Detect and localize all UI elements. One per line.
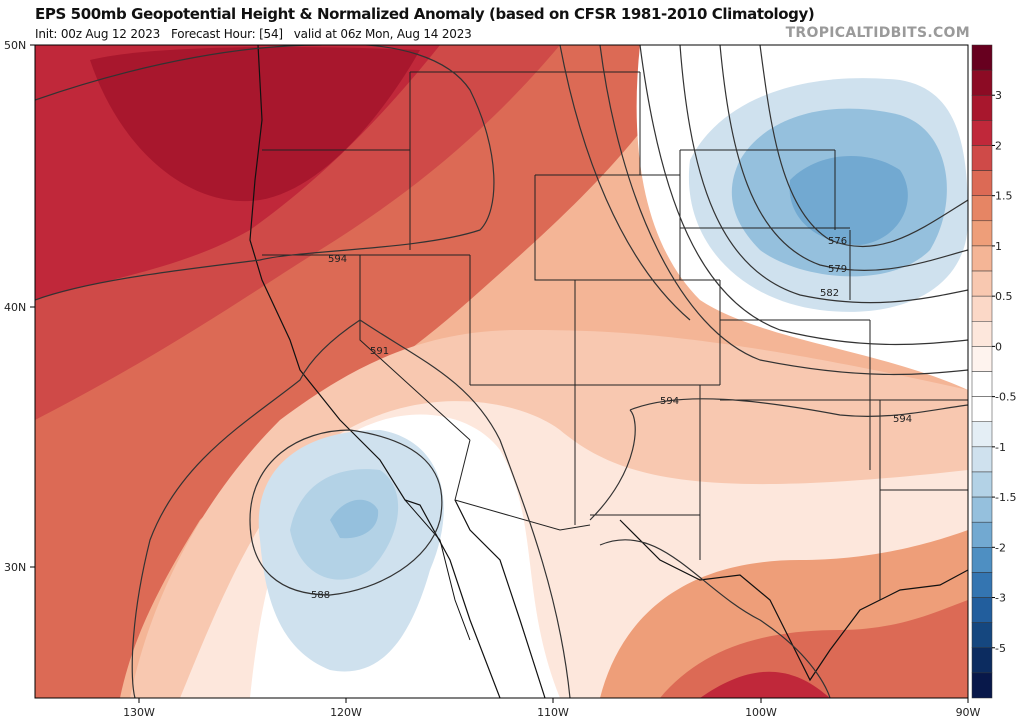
colorbar-swatch [971,496,993,523]
colorbar-label: 0 [995,340,1002,353]
map-frame [34,44,969,699]
map-title: EPS 500mb Geopotential Height & Normaliz… [35,5,815,23]
colorbar-label: -5 [995,642,1006,655]
colorbar-swatch [971,371,993,397]
colorbar-swatch [971,597,993,623]
contour-label: 594 [660,396,679,407]
lon-label: 120W [330,706,362,718]
contour-label: 594 [893,414,912,425]
lon-label: 100W [745,706,777,718]
colorbar-swatch [971,220,993,247]
colorbar-swatch [971,170,993,196]
colorbar-label: -3 [995,592,1006,605]
contour-label: 576 [828,236,847,247]
colorbar-swatch [971,471,993,498]
colorbar-swatch [971,446,993,473]
colorbar-swatch [971,145,993,171]
lat-label: 40N [4,301,26,314]
contour-label: 579 [828,264,847,275]
lon-label: 130W [123,706,155,718]
lat-label: 30N [4,561,26,574]
colorbar-swatch [971,195,993,222]
colorbar-swatch [971,521,993,548]
anomaly-field [35,45,968,698]
init-time: Init: 00z Aug 12 2023 [35,27,161,41]
colorbar-swatch [971,572,993,598]
lat-label: 50N [4,39,26,52]
colorbar-label: 3 [995,89,1002,102]
colorbar-swatch [971,69,993,96]
colorbar-label: 2 [995,139,1002,152]
lon-label: 90W [956,706,981,718]
colorbar: 3 2 1.5 1 0.5 0 -0.5 -1 -1.5 -2 -3 -5 [971,44,1016,699]
map-subtitle: Init: 00z Aug 12 2023 Forecast Hour: [54… [35,27,472,41]
valid-time: valid at 06z Mon, Aug 14 2023 [293,27,472,41]
colorbar-label: 0.5 [995,290,1013,303]
colorbar-swatch [971,647,993,674]
colorbar-swatch [971,120,993,146]
colorbar-swatch [971,44,993,71]
latitude-axis: 50N 40N 30N [4,39,35,574]
colorbar-swatch [971,396,993,422]
colorbar-swatch [971,94,993,121]
colorbar-swatch [971,622,993,649]
colorbar-swatch [971,346,993,372]
contour-labels: 594 591 588 576 579 582 594 594 [311,236,912,601]
colorbar-swatch [971,672,993,699]
contour-label: 594 [328,254,347,265]
colorbar-swatch [971,245,993,272]
longitude-axis: 130W 120W 110W 100W 90W [123,698,981,718]
colorbar-label: -1 [995,441,1006,454]
lon-label: 110W [537,706,569,718]
contour-label: 588 [311,590,330,601]
colorbar-swatch [971,421,993,448]
colorbar-label: -1.5 [995,491,1016,504]
colorbar-swatch [971,270,993,297]
contour-label: 582 [820,288,839,299]
forecast-hour: Forecast Hour: [54] [170,27,283,41]
height-contours [35,45,968,698]
brand-watermark: TROPICALTIDBITS.COM [785,25,970,41]
geography-lines [249,45,968,698]
contour-label: 591 [370,346,389,357]
colorbar-swatch [971,295,993,322]
colorbar-label: -0.5 [995,391,1016,404]
colorbar-swatch [971,547,993,573]
colorbar-label: -2 [995,541,1006,554]
colorbar-swatch [971,321,993,347]
colorbar-label: 1.5 [995,190,1013,203]
colorbar-label: 1 [995,240,1002,253]
